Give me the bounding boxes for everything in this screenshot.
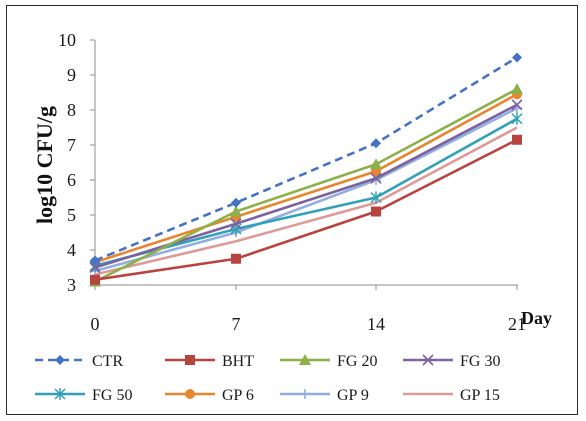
- legend-label-gp-9: GP 9: [337, 387, 369, 404]
- data-point-ctr: [371, 138, 381, 149]
- data-point-bht: [371, 206, 381, 217]
- x-tick-label: 0: [91, 314, 100, 334]
- series-line-bht: [94, 138, 518, 282]
- x-tick-label: 14: [367, 314, 385, 334]
- data-point-fg-20: [511, 83, 523, 94]
- y-axis-label: log10 CFU/g: [32, 106, 57, 224]
- series-line-gp-6: [94, 93, 518, 264]
- legend-item-gp-6: GP 6: [165, 387, 254, 404]
- y-tick-label: 4: [67, 240, 76, 260]
- x-tick-label: 7: [232, 314, 241, 334]
- data-point-fg-20: [370, 158, 382, 170]
- legend-marker-gp-9: [300, 389, 310, 399]
- data-point-fg-30: [511, 99, 523, 111]
- legend-marker-bht: [185, 355, 195, 365]
- legend-label-fg-20: FG 20: [337, 353, 377, 370]
- legend-marker-fg-50: [54, 388, 66, 400]
- legend: CTR BHT FG 20 FG 30 FG 50 GP 6 GP 9 GP 15: [35, 353, 500, 404]
- legend-item-fg-20: FG 20: [280, 353, 377, 370]
- x-axis-label: Day: [521, 308, 552, 328]
- series-line-gp-9: [94, 107, 518, 273]
- series-line-gp-15: [94, 126, 518, 276]
- legend-item-fg-30: FG 30: [403, 353, 500, 370]
- y-tick-label: 9: [67, 65, 76, 85]
- data-point-fg-50: [370, 191, 382, 204]
- data-point-fg-30: [89, 261, 101, 274]
- chart-frame: [6, 5, 578, 415]
- legend-item-bht: BHT: [165, 353, 254, 370]
- data-point-fg-30: [370, 172, 382, 184]
- legend-label-ctr: CTR: [92, 353, 123, 370]
- y-tick-label: 7: [67, 135, 76, 155]
- legend-item-ctr: CTR: [35, 353, 123, 370]
- legend-marker-fg-30: [422, 354, 434, 366]
- legend-item-fg-50: FG 50: [35, 387, 132, 404]
- legend-label-fg-50: FG 50: [92, 387, 132, 404]
- data-point-bht: [512, 134, 522, 145]
- y-tick-label: 10: [58, 30, 76, 50]
- data-point-ctr: [90, 255, 100, 266]
- series-bht: [90, 134, 522, 285]
- axes: 3 4 5 6 7 8 9 10 0 7 14 21: [58, 30, 526, 334]
- legend-label-gp-6: GP 6: [222, 387, 254, 404]
- data-point-fg-30: [230, 218, 242, 230]
- series-ctr: [90, 52, 522, 266]
- legend-marker-fg-20: [299, 354, 311, 365]
- legend-marker-ctr: [55, 355, 65, 365]
- series-layer: [89, 52, 523, 287]
- legend-item-gp-9: GP 9: [280, 387, 369, 404]
- series-gp-6: [90, 89, 522, 268]
- data-point-ctr: [231, 197, 241, 208]
- series-line-ctr: [94, 56, 518, 262]
- y-tick-label: 8: [67, 100, 76, 120]
- y-tick-label: 3: [67, 275, 76, 295]
- data-point-fg-50: [511, 112, 523, 125]
- series-line-fg-20: [94, 87, 518, 283]
- data-point-bht: [90, 274, 100, 285]
- data-point-fg-20: [230, 205, 242, 217]
- data-point-bht: [231, 253, 241, 264]
- legend-marker-gp-6: [185, 389, 195, 399]
- data-point-ctr: [512, 52, 522, 63]
- x-tick-label: 21: [508, 314, 526, 334]
- y-tick-label: 6: [67, 170, 76, 190]
- legend-label-bht: BHT: [222, 353, 254, 370]
- legend-item-gp-15: GP 15: [403, 387, 500, 404]
- legend-label-fg-30: FG 30: [460, 353, 500, 370]
- y-tick-label: 5: [67, 205, 76, 225]
- series-gp-15: [94, 126, 518, 276]
- legend-label-gp-15: GP 15: [460, 387, 500, 404]
